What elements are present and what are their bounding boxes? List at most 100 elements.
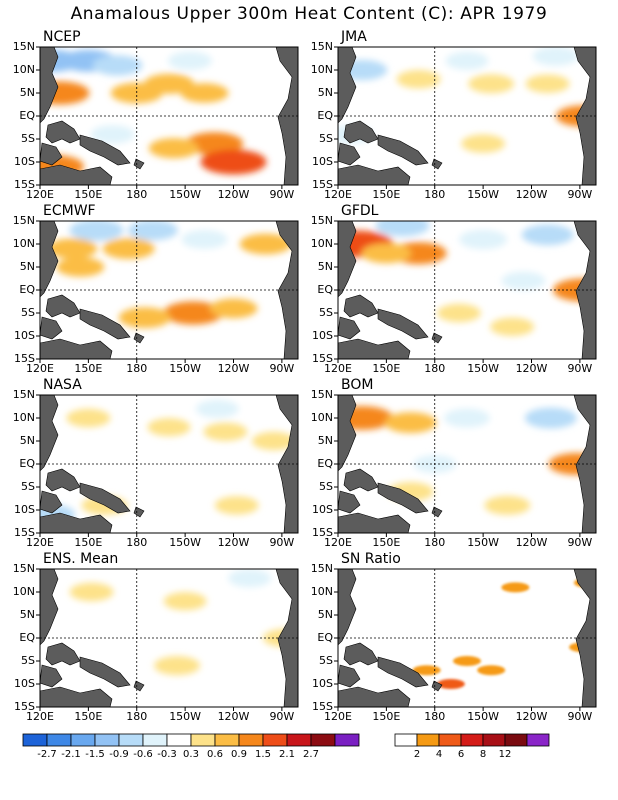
x-tick-label: 150W	[169, 710, 202, 723]
anomaly-mark	[147, 418, 191, 437]
y-tick-label: 5N	[19, 608, 35, 621]
anomaly-mark	[445, 51, 489, 70]
y-tick-label: EQ	[19, 631, 35, 644]
land-mass	[133, 158, 145, 170]
y-tick-label: 5N	[19, 434, 35, 447]
colorbar-swatch	[70, 733, 96, 747]
anomaly-mark	[525, 74, 570, 93]
anomaly-mark	[56, 257, 105, 277]
anomaly-mark	[92, 55, 143, 76]
y-tick-label: EQ	[317, 283, 333, 296]
y-tick-label: 5S	[319, 480, 333, 493]
x-tick-label: 180	[126, 362, 148, 375]
y-tick-label: 10N	[12, 585, 35, 598]
y-tick-label: 5S	[21, 306, 35, 319]
y-tick-label: 10N	[310, 411, 333, 424]
colorbar-label: 2.7	[303, 749, 319, 760]
x-tick-label: 90W	[269, 536, 295, 549]
panel-title: NASA	[43, 377, 82, 393]
colorbar-swatch	[190, 733, 216, 747]
y-tick-label: 10S	[14, 677, 35, 690]
x-tick-label: 150E	[372, 188, 401, 201]
map-panel	[334, 394, 597, 537]
y-tick-label: 5N	[19, 260, 35, 273]
anomaly-mark	[148, 138, 199, 159]
x-tick-label: 180	[126, 536, 148, 549]
x-tick-label: 150W	[169, 536, 202, 549]
y-tick-label: 10S	[312, 155, 333, 168]
y-tick-label: 10S	[14, 155, 35, 168]
land-mass	[133, 506, 145, 518]
colorbar-label: -0.6	[133, 749, 153, 760]
anomaly-mark	[69, 221, 124, 241]
land-mass	[431, 506, 443, 518]
land-mass	[45, 294, 81, 318]
x-tick-label: 120E	[26, 362, 54, 375]
colorbar-label: -2.7	[37, 749, 57, 760]
x-tick-label: 150E	[74, 188, 103, 201]
map-panel	[36, 46, 299, 189]
anomaly-mark	[521, 224, 574, 246]
colorbar-swatch	[94, 733, 120, 747]
land-mass	[79, 308, 131, 340]
y-tick-label: 10S	[14, 329, 35, 342]
x-tick-label: 150E	[74, 710, 103, 723]
anomaly-mark	[154, 656, 201, 676]
y-tick-label: 15N	[12, 40, 35, 53]
x-tick-label: 150E	[372, 710, 401, 723]
y-tick-label: 10S	[312, 329, 333, 342]
land-mass	[133, 680, 145, 692]
land-mass	[573, 395, 596, 533]
y-tick-label: EQ	[317, 109, 333, 122]
land-mass	[377, 134, 429, 166]
anomaly-mark	[209, 298, 258, 319]
anomaly-mark	[461, 134, 506, 153]
anomaly-mark	[228, 569, 272, 588]
land-mass	[377, 308, 429, 340]
anomaly-colorbar	[22, 732, 360, 751]
y-tick-label: 5S	[21, 132, 35, 145]
land-mass	[431, 332, 443, 344]
colorbar-swatch	[166, 733, 192, 747]
anomaly-mark	[90, 125, 135, 144]
anomaly-mark	[251, 431, 296, 451]
colorbar-swatch	[214, 733, 240, 747]
colorbar-label: 1.5	[255, 749, 271, 760]
y-tick-label: 10S	[312, 677, 333, 690]
x-tick-label: 90W	[567, 710, 593, 723]
land-mass	[275, 47, 298, 185]
anomaly-mark	[532, 47, 579, 66]
map-panel	[334, 568, 597, 711]
land-mass	[343, 642, 379, 666]
anomaly-mark	[375, 221, 430, 237]
colorbar-label: 0.6	[207, 749, 223, 760]
x-tick-label: 120W	[217, 710, 250, 723]
x-tick-label: 180	[424, 362, 446, 375]
panel-title: GFDL	[341, 203, 379, 219]
y-tick-label: 15S	[14, 352, 35, 365]
y-tick-label: 10N	[310, 63, 333, 76]
colorbar-swatch	[238, 733, 264, 747]
colorbar-label: 2	[413, 749, 421, 760]
colorbar-swatch	[394, 733, 418, 747]
land-mass	[275, 221, 298, 359]
y-tick-label: 5S	[319, 306, 333, 319]
colorbar-swatch	[46, 733, 72, 747]
anomaly-mark	[444, 408, 490, 428]
land-mass	[40, 164, 113, 185]
panel-title: BOM	[341, 377, 374, 393]
map-plot	[334, 46, 597, 189]
colorbar-label: -0.9	[109, 749, 129, 760]
land-mass	[45, 468, 81, 492]
y-tick-label: 5N	[317, 260, 333, 273]
land-mass	[338, 164, 411, 185]
colorbar-swatch	[460, 733, 484, 747]
x-tick-label: 150W	[467, 710, 500, 723]
anomaly-mark	[384, 412, 437, 433]
anomaly-mark	[66, 408, 111, 428]
x-tick-label: 120E	[26, 188, 54, 201]
anomaly-mark	[163, 301, 224, 325]
x-tick-label: 120E	[324, 362, 352, 375]
land-mass	[40, 686, 113, 707]
map-plot	[36, 568, 299, 711]
